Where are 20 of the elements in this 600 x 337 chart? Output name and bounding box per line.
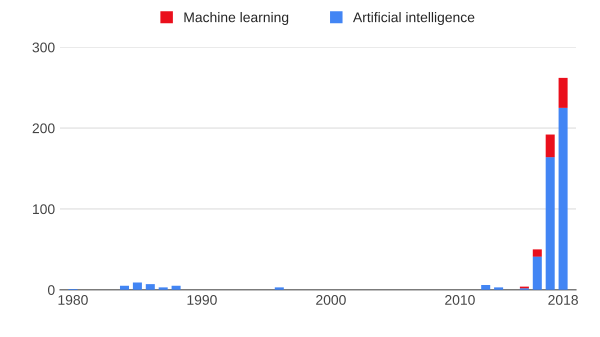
bar (546, 157, 555, 290)
legend-label: Artificial intelligence (352, 12, 474, 25)
bar (132, 282, 142, 290)
bar (558, 78, 568, 108)
x-tick-label: 2000 (316, 295, 346, 305)
y-tick-label: 300 (32, 42, 55, 52)
y-tick-label: 0 (48, 285, 55, 295)
x-tick-label: 2018 (548, 295, 578, 305)
x-tick-label: 1990 (188, 295, 217, 305)
legend-label: Machine learning (184, 12, 288, 25)
bar (558, 108, 568, 290)
bar (146, 284, 155, 290)
bar (481, 284, 490, 290)
x-tick-label: 2010 (445, 295, 475, 305)
bar (532, 256, 542, 290)
bar (546, 134, 555, 158)
y-tick-label: 100 (33, 204, 55, 214)
x-tick-label: 1980 (58, 295, 88, 305)
y-tick-label: 200 (32, 123, 55, 134)
bar (532, 249, 542, 257)
